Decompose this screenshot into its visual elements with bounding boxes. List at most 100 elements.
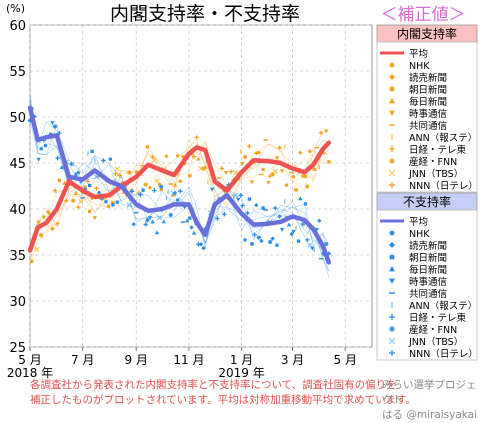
survey-marker (327, 160, 331, 164)
survey-marker (303, 174, 308, 179)
survey-marker (318, 130, 324, 136)
survey-marker (76, 170, 81, 175)
survey-marker (310, 246, 315, 251)
support-legend-heading: 内閣支持率 (397, 26, 457, 41)
survey-marker (305, 237, 310, 243)
survey-marker (151, 157, 157, 163)
survey-marker (145, 145, 150, 149)
survey-marker (52, 124, 58, 129)
survey-marker (196, 156, 201, 161)
legend-label: 平均 (409, 216, 428, 228)
survey-marker (260, 205, 266, 211)
survey-marker (270, 171, 275, 177)
legend-marker (388, 337, 396, 345)
x-tick-label: 9 月 (125, 353, 148, 367)
survey-marker (252, 232, 257, 237)
x-tick-label: 11 月 (173, 353, 204, 367)
survey-marker (254, 202, 259, 208)
legend-label: 朝日新聞 (409, 252, 447, 264)
legend-marker (389, 350, 395, 356)
survey-marker (159, 184, 164, 189)
legend-marker (389, 146, 395, 152)
survey-marker (245, 210, 250, 216)
survey-marker (59, 165, 65, 170)
survey-marker (147, 216, 153, 221)
survey-marker (55, 155, 60, 161)
nonsupport-average-line (27, 105, 332, 265)
survey-marker (317, 218, 322, 224)
survey-marker (50, 121, 55, 126)
legend-marker (389, 62, 395, 68)
survey-marker (154, 230, 160, 235)
support-legend: 内閣支持率平均NHK読売新聞朝日新聞毎日新聞時事通信共同通信ANN（報ステ）日経… (376, 24, 478, 193)
legend-label: ANN（報ステ） (409, 300, 477, 312)
plot-grid (29, 24, 373, 348)
survey-marker (152, 188, 157, 193)
legend-label: 毎日新聞 (409, 264, 447, 276)
survey-marker (172, 182, 178, 187)
legend-label: 毎日新聞 (409, 96, 447, 108)
survey-marker (52, 188, 58, 193)
survey-marker (42, 215, 46, 219)
survey-marker (203, 164, 208, 169)
average-lines (27, 105, 332, 265)
legend-marker (389, 326, 395, 332)
survey-marker (247, 197, 252, 201)
survey-marker (39, 146, 43, 151)
survey-marker (303, 202, 308, 206)
survey-marker (256, 150, 262, 155)
survey-marker (50, 226, 55, 231)
survey-marker (305, 184, 310, 189)
legend-label: 日経・テレ東 (409, 312, 467, 324)
legend-label: NHK (409, 229, 430, 240)
survey-marker (87, 183, 92, 188)
y-tick-label: 55 (9, 65, 26, 80)
legend-label: NHK (409, 61, 430, 72)
survey-marker (298, 150, 303, 155)
survey-marker (267, 239, 273, 245)
survey-marker (73, 190, 78, 195)
survey-marker (261, 167, 265, 172)
survey-marker (312, 167, 316, 171)
legend-marker (389, 98, 395, 104)
survey-marker (92, 216, 97, 221)
survey-marker (229, 169, 234, 174)
legend-marker (389, 314, 395, 320)
survey-marker (159, 187, 164, 192)
survey-marker (94, 186, 99, 191)
survey-marker (238, 193, 243, 198)
survey-marker (36, 157, 41, 162)
survey-marker (104, 200, 108, 204)
plot-frame (29, 24, 373, 348)
survey-marker (242, 154, 248, 160)
survey-marker (27, 118, 33, 123)
support-average-line (27, 140, 332, 253)
y-tick-label: 30 (9, 295, 26, 310)
survey-marker (266, 180, 271, 185)
footnote-line-2: 補正したものがプロットされています。平均は対称加重移動平均で求めています。 (30, 394, 417, 406)
survey-marker (249, 180, 255, 185)
survey-marker (298, 196, 303, 201)
survey-marker (57, 178, 62, 183)
legend-label: 共同通信 (409, 120, 447, 132)
survey-marker (36, 220, 41, 225)
survey-marker (110, 200, 116, 205)
survey-marker (150, 219, 155, 224)
legend-label: 産経・FNN (409, 324, 457, 336)
y-unit-label: (%) (6, 2, 25, 15)
survey-marker (240, 161, 245, 166)
footnote: 各調査社から発表された内閣支持率と不支持率について、調査社固有の偏りを 補正した… (30, 378, 416, 408)
survey-marker (96, 190, 102, 195)
survey-marker (134, 170, 139, 175)
footnote-line-1: 各調査社から発表された内閣支持率と不支持率について、調査社固有の偏りを (30, 379, 397, 391)
survey-marker (126, 202, 132, 208)
survey-marker (76, 205, 81, 210)
y-tick-label: 45 (9, 157, 26, 172)
legend-label: 日経・テレ東 (409, 144, 467, 156)
survey-marker (277, 145, 282, 150)
survey-marker (270, 236, 275, 241)
survey-marker (267, 173, 273, 179)
survey-marker (57, 130, 62, 136)
pollster-trend-line (29, 99, 330, 263)
survey-marker (242, 237, 248, 243)
